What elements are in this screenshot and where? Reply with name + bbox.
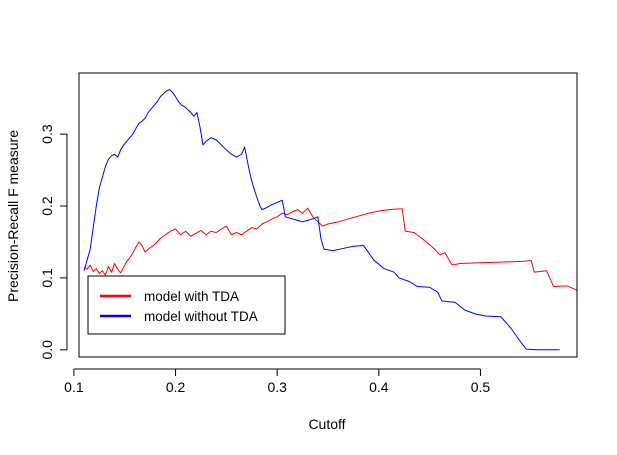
legend-box xyxy=(87,275,286,335)
x-tick-label: 0.3 xyxy=(267,379,287,395)
y-tick-label: 0.3 xyxy=(39,124,55,144)
x-tick-label: 0.5 xyxy=(471,379,491,395)
y-tick-label: 0.1 xyxy=(39,268,55,288)
y-axis-title: Precision-Recall F measure xyxy=(5,130,21,302)
legend-label: model with TDA xyxy=(144,289,239,304)
y-axis: 0.0 0.1 0.2 0.3 xyxy=(39,124,68,360)
x-tick-label: 0.4 xyxy=(369,379,389,395)
series-line-without-tda xyxy=(83,89,560,351)
x-tick-label: 0.2 xyxy=(166,379,186,395)
series-line-with-tda xyxy=(83,207,577,291)
x-axis-title: Cutoff xyxy=(308,416,345,432)
legend: model with TDA model without TDA xyxy=(87,275,286,335)
x-axis: 0.1 0.2 0.3 0.4 0.5 xyxy=(64,368,491,395)
series-layer xyxy=(83,89,577,351)
y-tick-label: 0.2 xyxy=(39,196,55,216)
legend-label: model without TDA xyxy=(144,309,258,324)
y-tick-label: 0.0 xyxy=(39,340,55,360)
x-tick-label: 0.1 xyxy=(64,379,84,395)
plot-frame xyxy=(78,72,578,358)
